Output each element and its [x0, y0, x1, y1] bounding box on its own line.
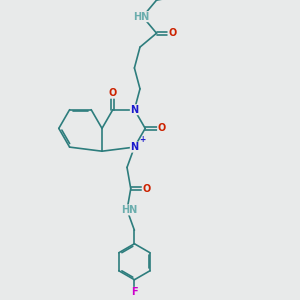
Text: O: O	[158, 123, 166, 134]
Text: O: O	[142, 184, 151, 194]
Text: O: O	[109, 88, 117, 98]
Text: N: N	[130, 142, 139, 152]
Text: N: N	[130, 105, 139, 115]
Text: HN: HN	[133, 12, 149, 22]
Text: F: F	[131, 287, 138, 297]
Text: HN: HN	[121, 205, 137, 215]
Text: +: +	[139, 135, 145, 144]
Text: O: O	[168, 28, 176, 38]
